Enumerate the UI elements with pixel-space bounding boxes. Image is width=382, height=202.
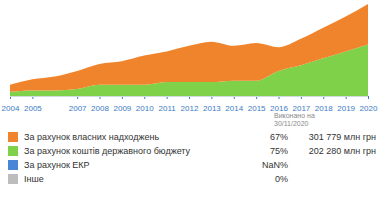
svg-text:2017: 2017 (292, 104, 310, 112)
html-text:Інше: Інше (24, 174, 44, 184)
svg-text:2008: 2008 (91, 104, 109, 112)
html-text:75%: 75% (270, 146, 288, 156)
html-text:202 280 млн грн: 202 280 млн грн (308, 146, 376, 156)
svg-text:2012: 2012 (181, 104, 199, 112)
svg-text:2004: 2004 (2, 104, 20, 112)
html-text:NaN%: NaN% (262, 160, 288, 170)
html-text:За рахунок власних надходжень: За рахунок власних надходжень (24, 132, 160, 142)
html-text:За рахунок ЕКР: За рахунок ЕКР (24, 160, 90, 170)
html-text:0%: 0% (275, 174, 288, 184)
svg-text:2011: 2011 (159, 104, 177, 112)
svg-text:2010: 2010 (136, 104, 154, 112)
svg-text:2015: 2015 (248, 104, 266, 112)
svg-text:2007: 2007 (69, 104, 87, 112)
html-text:67%: 67% (270, 132, 288, 142)
html-text:Виконано на 30/11/2020: Виконано на 30/11/2020 (274, 112, 315, 127)
svg-text:2013: 2013 (203, 104, 221, 112)
html-text:301 779 млн грн: 301 779 млн грн (308, 132, 376, 142)
html-text:За рахунок коштів державного б: За рахунок коштів державного бюджету (24, 146, 191, 156)
svg-text:2009: 2009 (113, 104, 131, 112)
svg-text:2020: 2020 (360, 104, 378, 112)
svg-text:2005: 2005 (24, 104, 42, 112)
svg-text:2016: 2016 (270, 104, 288, 112)
svg-text:2019: 2019 (337, 104, 355, 112)
svg-text:2014: 2014 (225, 104, 243, 112)
svg-text:2018: 2018 (315, 104, 333, 112)
